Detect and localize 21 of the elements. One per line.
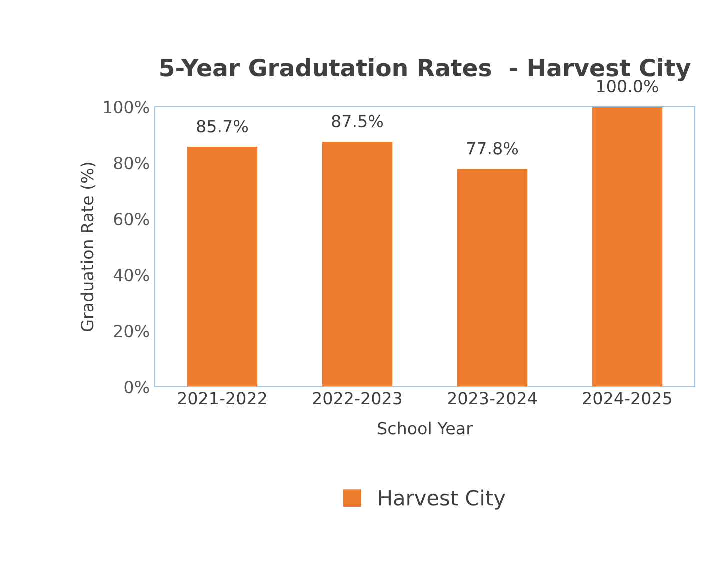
bar — [322, 142, 393, 387]
y-tick-label: 0% — [124, 380, 150, 394]
y-tick-label: 20% — [114, 324, 150, 338]
bar — [187, 147, 258, 387]
y-axis-title: Graduation Rate (%) — [80, 162, 96, 332]
x-axis-title: School Year — [378, 422, 473, 435]
y-tick-label: 40% — [114, 268, 150, 282]
y-tick-label: 60% — [114, 212, 150, 226]
bar — [592, 107, 663, 387]
x-tick-label: 2022-2023 — [313, 392, 402, 405]
x-tick-label: 2023-2024 — [448, 392, 537, 405]
y-tick-label: 80% — [114, 156, 150, 170]
text: 77.8% — [467, 142, 518, 155]
y-tick-label: 100% — [104, 100, 150, 114]
x-tick-label: 2024-2025 — [583, 392, 672, 405]
x-tick-label: 2021-2022 — [178, 392, 266, 405]
legend-label: Harvest City — [379, 490, 506, 510]
text: 100.0% — [598, 80, 658, 93]
text: 87.5% — [332, 115, 384, 128]
bar — [457, 169, 528, 387]
text: 85.7% — [197, 120, 248, 133]
